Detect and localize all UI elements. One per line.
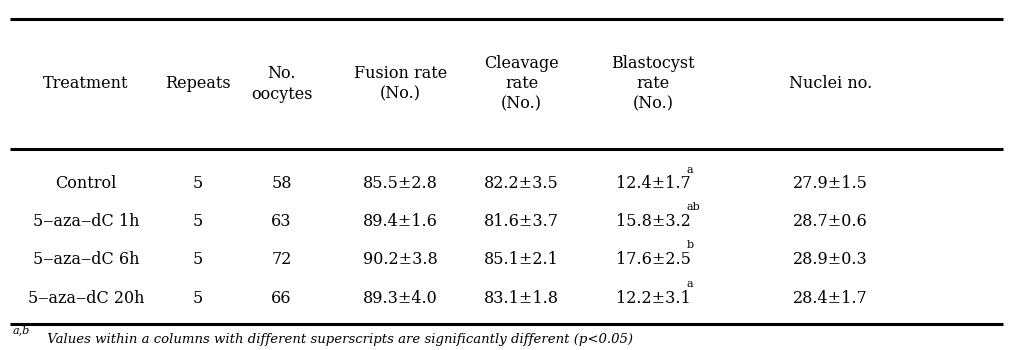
Text: 58: 58	[271, 175, 292, 192]
Text: a: a	[687, 164, 694, 175]
Text: 85.1±2.1: 85.1±2.1	[484, 251, 559, 268]
Text: 27.9±1.5: 27.9±1.5	[793, 175, 868, 192]
Text: Control: Control	[56, 175, 116, 192]
Text: 85.5±2.8: 85.5±2.8	[363, 175, 438, 192]
Text: 5: 5	[192, 175, 203, 192]
Text: 5: 5	[192, 290, 203, 307]
Text: 28.7±0.6: 28.7±0.6	[793, 213, 868, 230]
Text: 82.2±3.5: 82.2±3.5	[484, 175, 559, 192]
Text: a: a	[687, 279, 694, 289]
Text: Fusion rate
(No.): Fusion rate (No.)	[354, 65, 447, 103]
Text: Repeats: Repeats	[165, 76, 230, 92]
Text: 89.4±1.6: 89.4±1.6	[363, 213, 438, 230]
Text: 72: 72	[271, 251, 292, 268]
Text: 90.2±3.8: 90.2±3.8	[363, 251, 438, 268]
Text: 66: 66	[271, 290, 292, 307]
Text: ab: ab	[687, 202, 701, 212]
Text: 12.2±3.1: 12.2±3.1	[616, 290, 691, 307]
Text: 28.4±1.7: 28.4±1.7	[793, 290, 868, 307]
Text: 5‒aza‒dC 1h: 5‒aza‒dC 1h	[32, 213, 140, 230]
Text: Nuclei no.: Nuclei no.	[789, 76, 872, 92]
Text: a,b: a,b	[12, 325, 29, 335]
Text: 17.6±2.5: 17.6±2.5	[616, 251, 691, 268]
Text: 5: 5	[192, 251, 203, 268]
Text: 5‒aza‒dC 20h: 5‒aza‒dC 20h	[27, 290, 145, 307]
Text: 12.4±1.7: 12.4±1.7	[616, 175, 691, 192]
Text: Cleavage
rate
(No.): Cleavage rate (No.)	[484, 55, 559, 113]
Text: 28.9±0.3: 28.9±0.3	[793, 251, 868, 268]
Text: 63: 63	[271, 213, 292, 230]
Text: 81.6±3.7: 81.6±3.7	[484, 213, 559, 230]
Text: Treatment: Treatment	[44, 76, 129, 92]
Text: Blastocyst
rate
(No.): Blastocyst rate (No.)	[612, 55, 695, 113]
Text: 83.1±1.8: 83.1±1.8	[484, 290, 559, 307]
Text: 5‒aza‒dC 6h: 5‒aza‒dC 6h	[32, 251, 140, 268]
Text: 15.8±3.2: 15.8±3.2	[616, 213, 691, 230]
Text: Values within a columns with different superscripts are significantly different : Values within a columns with different s…	[43, 333, 632, 346]
Text: 89.3±4.0: 89.3±4.0	[363, 290, 438, 307]
Text: b: b	[687, 240, 694, 251]
Text: No.
oocytes: No. oocytes	[251, 65, 312, 103]
Text: 5: 5	[192, 213, 203, 230]
